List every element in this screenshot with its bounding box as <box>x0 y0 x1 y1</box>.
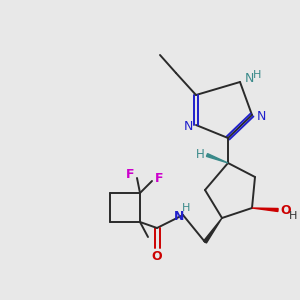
Polygon shape <box>252 208 278 211</box>
Text: N: N <box>256 110 266 122</box>
Text: N: N <box>244 73 254 85</box>
Text: N: N <box>183 121 193 134</box>
Text: N: N <box>174 209 184 223</box>
Text: H: H <box>196 148 204 160</box>
Text: H: H <box>253 70 261 80</box>
Polygon shape <box>204 218 222 243</box>
Text: F: F <box>155 172 163 185</box>
Text: F: F <box>126 169 134 182</box>
Polygon shape <box>206 154 228 163</box>
Text: O: O <box>152 250 162 263</box>
Text: H: H <box>289 211 297 221</box>
Text: H: H <box>182 203 190 213</box>
Text: O: O <box>281 205 291 218</box>
